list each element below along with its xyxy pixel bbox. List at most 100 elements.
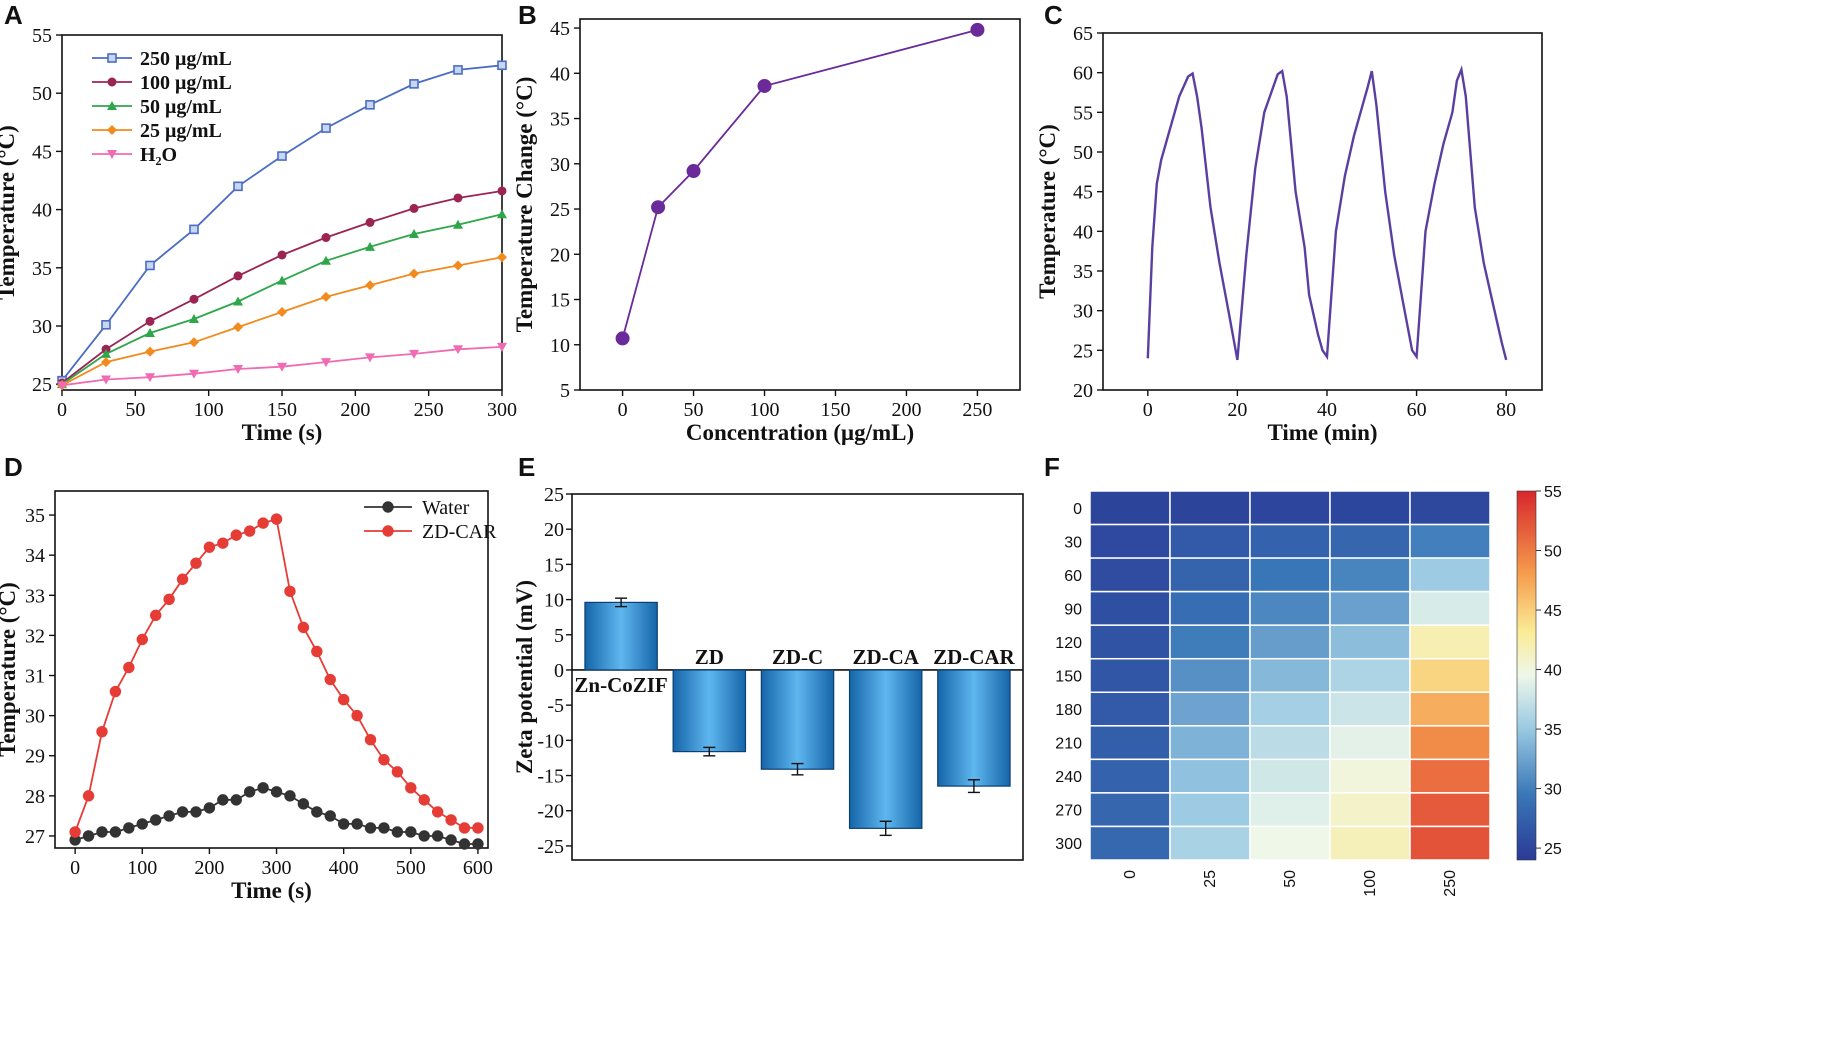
data-point xyxy=(277,307,287,318)
category-label: Zn-CoZIF xyxy=(574,673,667,697)
data-point xyxy=(418,794,430,806)
series-100-g-ml xyxy=(57,186,507,388)
y-tick-label: 10 xyxy=(550,335,570,357)
y-tick-label: 29 xyxy=(25,746,45,768)
data-point xyxy=(431,830,444,842)
category-label: ZD xyxy=(695,645,724,669)
y-tick-label: -25 xyxy=(537,836,564,858)
y-tick-label: 30 xyxy=(25,706,45,728)
y-tick-label: 5 xyxy=(554,625,564,647)
data-point xyxy=(217,794,229,806)
series-water xyxy=(69,782,484,850)
data-point xyxy=(69,826,81,838)
data-point xyxy=(284,790,296,802)
category-label: ZD-CAR xyxy=(933,645,1015,669)
x-tick-label: 0 xyxy=(1143,399,1153,421)
data-point xyxy=(311,645,323,658)
bar-group-zd-ca: ZD-CA xyxy=(848,645,923,837)
colorbar-gradient xyxy=(1516,490,1537,861)
colorbar-tick-label: 50 xyxy=(1544,544,1562,561)
data-point xyxy=(230,529,242,541)
data-point xyxy=(107,53,117,63)
data-point xyxy=(497,342,507,352)
data-point xyxy=(324,810,336,822)
y-tick-label: 65 xyxy=(1073,23,1093,45)
data-point xyxy=(365,280,375,291)
heatmap-cell xyxy=(1169,825,1251,861)
data-point xyxy=(472,838,484,850)
panel-d-chart: 0 100 200 300 400 500 600 27 28 29 30 31 32 33 34 35 Tim… xyxy=(0,490,497,903)
y-axis-label: Temperature (°C) xyxy=(0,125,19,300)
heatmap-cell xyxy=(1089,624,1171,660)
data-point xyxy=(453,65,463,75)
bar xyxy=(760,669,835,770)
row-label: 270 xyxy=(1055,803,1082,820)
heatmap-cell xyxy=(1089,825,1171,861)
data-point xyxy=(233,365,243,375)
bar xyxy=(672,669,747,753)
y-tick-label: 20 xyxy=(550,244,570,266)
series-line xyxy=(1146,65,1508,361)
data-point xyxy=(297,798,310,810)
y-tick-label: 15 xyxy=(544,554,564,576)
x-tick-label: 150 xyxy=(267,399,297,421)
y-tick-label: 15 xyxy=(550,290,570,312)
heatmap-cell xyxy=(1409,725,1491,761)
y-axis-label: Zeta potential (mV) xyxy=(512,580,537,774)
series-50-g-ml xyxy=(57,209,507,389)
y-tick-label: 50 xyxy=(32,83,52,105)
column-label: 250 xyxy=(1442,870,1459,897)
heatmap-cell xyxy=(1329,758,1411,794)
heatmap-cell xyxy=(1409,825,1491,861)
y-tick-label: 0 xyxy=(554,660,564,682)
y-tick-label: 20 xyxy=(1073,380,1093,402)
data-point xyxy=(337,818,350,830)
data-point xyxy=(107,150,117,159)
data-point xyxy=(107,101,117,110)
data-point xyxy=(277,275,287,285)
series-line xyxy=(61,213,503,385)
category-label: ZD-CA xyxy=(852,645,919,669)
row-label: 210 xyxy=(1055,736,1082,753)
data-point xyxy=(189,369,199,379)
data-point xyxy=(405,782,417,794)
heatmap-cell xyxy=(1169,758,1251,794)
data-point xyxy=(233,296,243,306)
data-point xyxy=(321,123,331,133)
y-tick-label: 34 xyxy=(25,545,45,567)
colorbar-tick-label: 25 xyxy=(1544,841,1562,858)
y-tick-label: 28 xyxy=(25,786,45,808)
heatmap-cell xyxy=(1409,590,1491,626)
heatmap-cell xyxy=(1249,725,1331,761)
heatmap-cell xyxy=(1329,590,1411,626)
data-point xyxy=(123,822,135,834)
y-tick-label: 35 xyxy=(25,505,45,527)
data-point xyxy=(190,557,202,569)
category-label: ZD-C xyxy=(772,645,823,669)
data-point xyxy=(176,573,189,585)
data-point xyxy=(233,271,243,281)
panel-label-d: D xyxy=(4,452,23,482)
data-point xyxy=(145,327,155,337)
data-point xyxy=(277,250,287,260)
x-tick-label: 20 xyxy=(1227,399,1247,421)
data-point xyxy=(217,537,229,549)
data-point xyxy=(123,661,135,674)
data-point xyxy=(391,826,404,838)
series-line xyxy=(621,29,978,339)
data-point xyxy=(145,316,155,326)
data-point xyxy=(243,786,256,798)
data-point xyxy=(203,541,216,553)
data-point xyxy=(163,810,175,822)
x-tick-label: 50 xyxy=(125,399,145,421)
data-point xyxy=(136,818,148,830)
y-tick-label: 60 xyxy=(1073,63,1093,85)
data-point xyxy=(189,314,199,323)
y-tick-label: -15 xyxy=(537,766,564,788)
x-tick-label: 600 xyxy=(463,857,493,879)
data-point xyxy=(409,203,419,213)
x-tick-label: 200 xyxy=(340,399,370,421)
heatmap-cell xyxy=(1169,624,1251,660)
